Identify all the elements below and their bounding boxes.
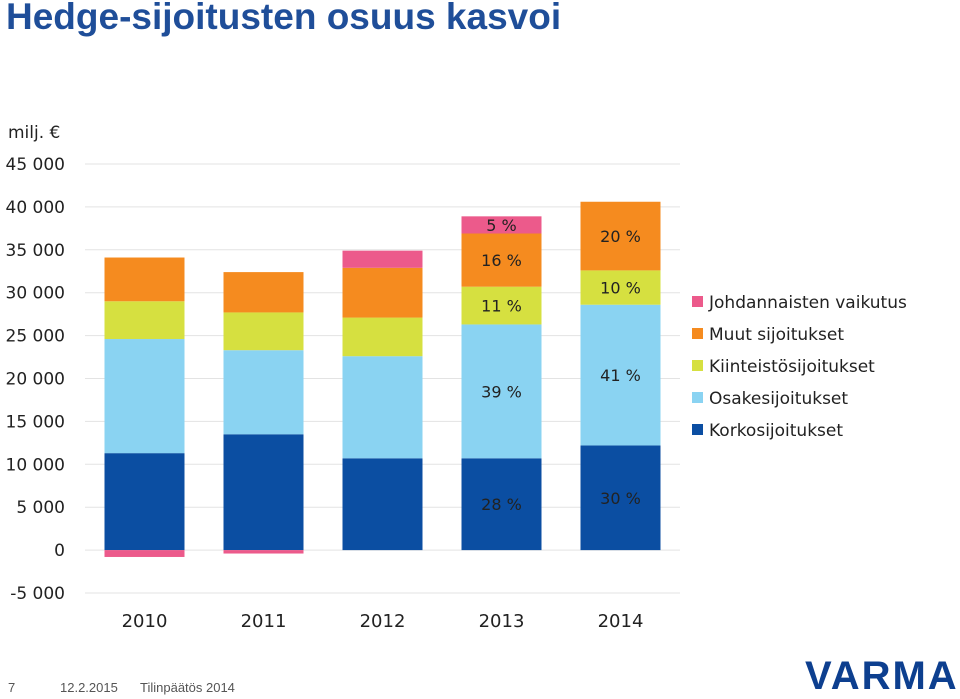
bar-segment <box>580 201 661 271</box>
legend-swatch <box>692 328 703 339</box>
bar-segment <box>342 317 423 357</box>
stacked-bar-chart: milj. € -5 000 0 5 000 10 000 15 000 20 000 25 … <box>6 123 907 632</box>
bar-segment <box>342 458 423 551</box>
y-tick-label: 0 <box>54 541 65 561</box>
data-label: 11 % <box>481 297 522 316</box>
y-tick-label: 15 000 <box>6 412 65 432</box>
legend-swatch <box>692 296 703 307</box>
y-tick-label: 30 000 <box>6 284 65 304</box>
bar-segment <box>461 233 542 287</box>
legend-label: Korkosijoitukset <box>709 421 843 441</box>
page-number: 7 <box>8 680 16 695</box>
bar-segment <box>580 270 661 305</box>
footer-caption: Tilinpäätös 2014 <box>140 680 235 695</box>
data-label: 41 % <box>600 366 641 385</box>
bar-segment <box>104 257 185 302</box>
legend-label: Muut sijoitukset <box>709 325 844 345</box>
y-tick-label: 20 000 <box>6 370 65 390</box>
legend-swatch <box>692 424 703 435</box>
bar-segment <box>223 350 304 435</box>
x-tick-label: 2013 <box>479 611 525 632</box>
footer-date: 12.2.2015 <box>60 680 118 695</box>
data-label: 5 % <box>486 216 516 235</box>
y-tick-label: 45 000 <box>6 155 65 175</box>
bar-segment <box>223 312 304 351</box>
data-label: 30 % <box>600 489 641 508</box>
legend-label: Kiinteistösijoitukset <box>709 357 875 377</box>
bar-segment <box>223 272 304 313</box>
legend-swatch <box>692 392 703 403</box>
y-tick-label: 5 000 <box>16 498 65 518</box>
y-tick-label: 40 000 <box>6 198 65 218</box>
bar-segment <box>223 434 304 551</box>
y-tick-label: 35 000 <box>6 241 65 261</box>
legend-swatch <box>692 360 703 371</box>
x-tick-label: 2011 <box>241 611 287 632</box>
bar-segment <box>104 550 185 557</box>
x-tick-label: 2014 <box>598 611 644 632</box>
bar-segment <box>104 301 185 340</box>
varma-logo: VARMA <box>805 654 959 698</box>
legend-label: Johdannaisten vaikutus <box>708 293 907 313</box>
y-tick-label: 25 000 <box>6 327 65 347</box>
data-label: 28 % <box>481 495 522 514</box>
bar-segment <box>461 286 542 325</box>
bar-segment <box>223 550 304 554</box>
y-tick-label: -5 000 <box>10 584 65 604</box>
bar-segment <box>104 453 185 551</box>
bar-segment <box>461 324 542 459</box>
x-tick-label: 2010 <box>122 611 168 632</box>
bar-segment <box>461 216 542 234</box>
bar-segment <box>104 339 185 454</box>
y-unit-label: milj. € <box>8 123 60 143</box>
bar-segment <box>580 445 661 551</box>
bar-segment <box>342 250 423 268</box>
bar-segment <box>342 267 423 318</box>
data-label: 10 % <box>600 279 641 298</box>
x-tick-label: 2012 <box>360 611 406 632</box>
bar-segment <box>461 458 542 551</box>
data-label: 20 % <box>600 227 641 246</box>
legend-label: Osakesijoitukset <box>709 389 848 409</box>
y-tick-label: 10 000 <box>6 455 65 475</box>
data-label: 16 % <box>481 251 522 270</box>
data-label: 39 % <box>481 382 522 401</box>
page-title: Hedge-sijoitusten osuus kasvoi <box>6 0 562 37</box>
bar-segment <box>342 356 423 459</box>
bar-segment <box>580 304 661 446</box>
